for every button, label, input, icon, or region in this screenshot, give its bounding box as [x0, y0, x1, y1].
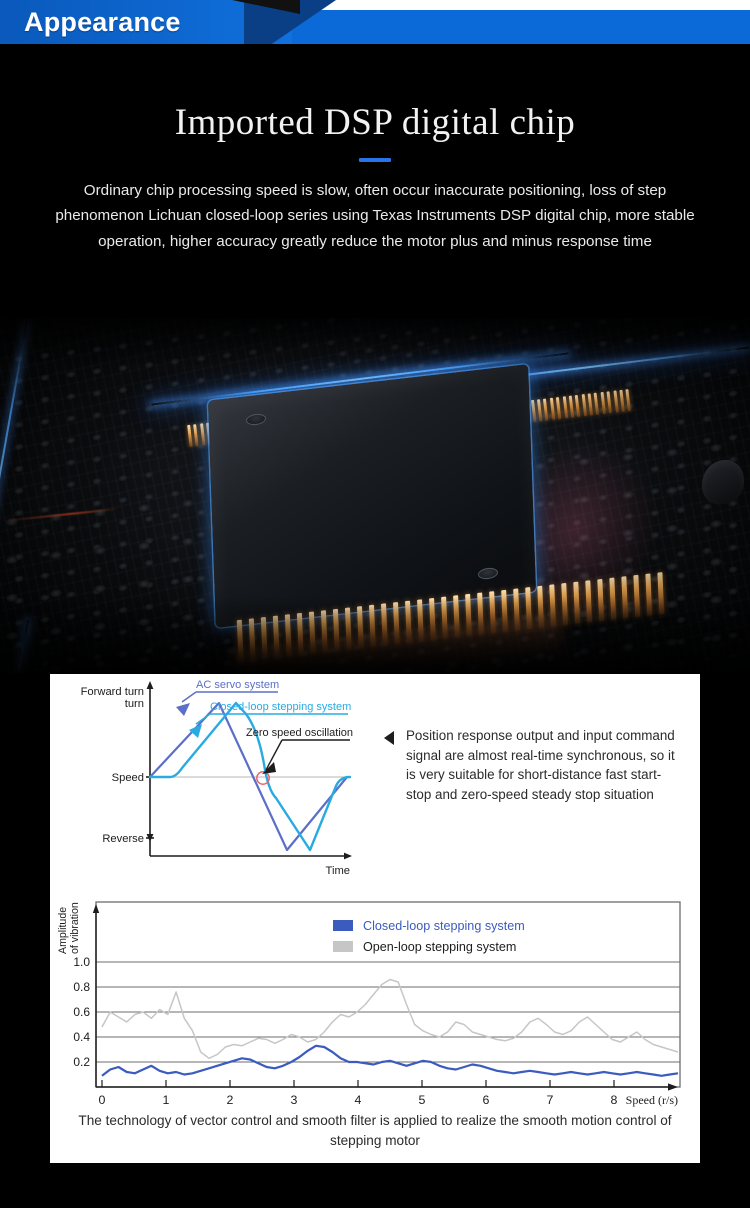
triangle-left-icon — [384, 731, 394, 745]
chart2-x-ticks — [101, 1080, 615, 1087]
photo-vignette — [0, 318, 750, 674]
banner-bottom-bar — [0, 44, 750, 55]
chart1-x-axis-arrow — [344, 852, 352, 860]
hero-heading: Imported DSP digital chip — [174, 102, 576, 143]
chart1-series-closed-loop — [148, 701, 352, 852]
chart1-annotation-leader-2 — [195, 713, 211, 725]
chart2-series-open-loop — [101, 978, 679, 1060]
chart1-annotation-label-zero-speed: Zero speed oscillation — [246, 727, 353, 739]
chart1-xlabel: Time — [326, 865, 350, 877]
chart2-ytick-0.6: 0.6 — [73, 1005, 90, 1019]
hero-accent-rule — [359, 157, 391, 162]
chart2-ytick-0.2: 0.2 — [73, 1055, 90, 1069]
chart2-xtick-6: 6 — [483, 1093, 490, 1107]
chart2-series-closed-loop — [101, 1044, 679, 1077]
chart2-ylabel-line1: Amplitude — [57, 907, 69, 954]
banner-left-fill — [0, 0, 292, 44]
chart1-ylabel-speed: Speed — [112, 772, 144, 784]
chart1-annotation-arrow-3 — [262, 762, 276, 774]
chart2-xtick-1: 1 — [163, 1093, 170, 1107]
chart2-legend-label-closed-loop: Closed-loop stepping system — [363, 919, 525, 933]
chart2-legend-swatch-open-loop — [333, 941, 353, 952]
banner-right-wedge — [254, 10, 750, 44]
chart2-xtick-3: 3 — [291, 1093, 298, 1107]
chart1-annotation-arrow-2 — [189, 724, 202, 738]
chart1-zero-speed-marker — [256, 771, 270, 785]
position-response-note: Position response output and input comma… — [384, 726, 684, 805]
chart2-xtick-4: 4 — [355, 1093, 362, 1107]
chart1-annotation-label-closed-loop: Closed-loop stepping system — [210, 701, 351, 713]
chart-position-response: Forward turn turn Speed Reverse Time AC … — [50, 678, 390, 893]
chart-vibration-amplitude-svg: 1.0 0.8 0.6 0.4 0.2 Amplitude of vibrati… — [57, 901, 681, 1107]
position-response-note-text: Position response output and input comma… — [406, 728, 675, 803]
chart2-xtick-2: 2 — [227, 1093, 234, 1107]
chart1-series-ac-servo — [149, 701, 348, 852]
chart2-y-axis-arrow — [92, 904, 100, 913]
hero-paragraph: Ordinary chip processing speed is slow, … — [55, 181, 695, 250]
chart2-legend-label-open-loop: Open-loop stepping system — [363, 940, 516, 954]
chart2-ytick-0.4: 0.4 — [73, 1030, 90, 1044]
hero-section: Imported DSP digital chip Ordinary chip … — [0, 55, 750, 254]
chart2-xtick-7: 7 — [547, 1093, 554, 1107]
chart1-ylabel-forward-2: turn — [125, 698, 144, 710]
page-title: Appearance — [24, 7, 181, 37]
chart2-xtick-8: 8 — [611, 1093, 618, 1107]
chip-photo-image — [0, 318, 750, 674]
chart2-ytick-0.8: 0.8 — [73, 980, 90, 994]
chart2-legend-swatch-closed-loop — [333, 920, 353, 931]
chart1-y-axis-arrow — [146, 681, 154, 689]
chart1-annotation-arrow-1 — [176, 703, 190, 716]
chart2-xtick-0: 0 — [99, 1093, 106, 1107]
chart1-reverse-marker — [146, 834, 154, 842]
header-banner: Appearance — [0, 0, 750, 55]
chart1-annotation-leader-1 — [181, 691, 197, 703]
chart1-ylabel-reverse: Reverse — [102, 833, 144, 845]
chart2-x-axis-arrow — [668, 1083, 678, 1091]
chart1-annotation-leader-3 — [265, 739, 283, 771]
chart2-xlabel: Speed (r/s) — [626, 1093, 678, 1107]
chart2-ytick-1.0: 1.0 — [73, 955, 90, 969]
charts-caption: The technology of vector control and smo… — [78, 1113, 672, 1148]
chart-position-response-svg: Forward turn turn Speed Reverse Time AC … — [81, 679, 353, 877]
chart1-ylabel-forward: Forward turn — [81, 686, 144, 698]
chart1-annotation-label-ac-servo: AC servo system — [196, 679, 279, 691]
chart2-ylabel-line2: of vibration — [69, 902, 81, 954]
charts-panel: Forward turn turn Speed Reverse Time AC … — [50, 674, 700, 1163]
chart2-xtick-5: 5 — [419, 1093, 426, 1107]
chart-vibration-amplitude: 1.0 0.8 0.6 0.4 0.2 Amplitude of vibrati… — [50, 896, 700, 1111]
